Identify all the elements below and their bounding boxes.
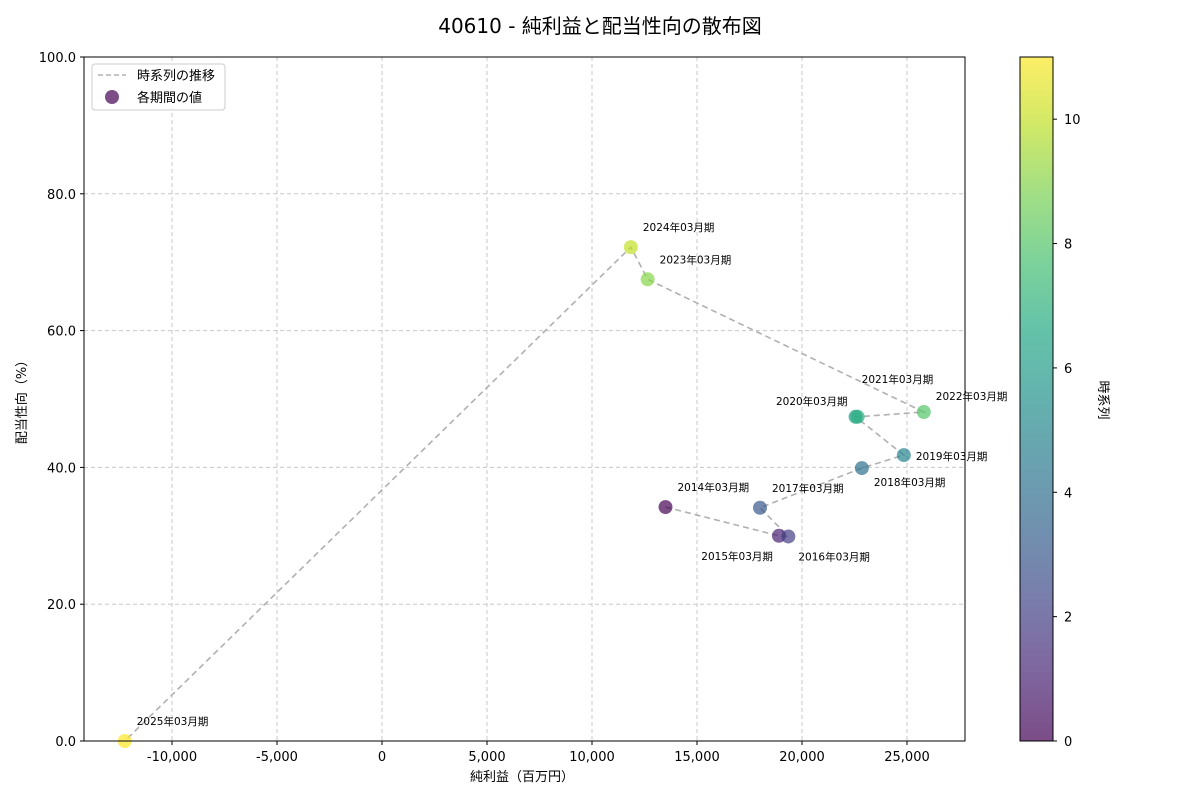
data-point-label: 2025年03月期 bbox=[137, 715, 209, 728]
chart-title: 40610 - 純利益と配当性向の散布図 bbox=[438, 14, 762, 38]
y-tick-label: 80.0 bbox=[47, 188, 76, 203]
x-tick-label: 15,000 bbox=[674, 750, 720, 765]
data-point bbox=[753, 500, 767, 515]
data-point bbox=[850, 409, 865, 424]
y-tick-label: 40.0 bbox=[47, 461, 76, 476]
x-tick-label: -10,000 bbox=[147, 750, 197, 765]
x-axis-label: 純利益（百万円） bbox=[470, 770, 574, 785]
x-tick-label: 0 bbox=[378, 750, 386, 765]
colorbar-label: 時系列 bbox=[1095, 380, 1110, 419]
data-point-label: 2016年03月期 bbox=[798, 550, 870, 563]
colorbar-tick-label: 8 bbox=[1064, 238, 1072, 253]
x-tick-label: 10,000 bbox=[569, 750, 615, 765]
data-point-label: 2023年03月期 bbox=[660, 253, 732, 266]
data-point bbox=[640, 272, 655, 287]
legend-entry-trend: 時系列の推移 bbox=[137, 69, 215, 84]
data-point-label: 2015年03月期 bbox=[701, 550, 773, 563]
data-point-label: 2022年03月期 bbox=[936, 390, 1008, 403]
legend: 時系列の推移 各期間の値 bbox=[91, 63, 226, 111]
data-point-label: 2020年03月期 bbox=[776, 395, 848, 408]
y-tick-label: 100.0 bbox=[39, 51, 76, 66]
x-tick-label: 20,000 bbox=[779, 750, 825, 765]
colorbar bbox=[1019, 56, 1054, 742]
data-point-label: 2021年03月期 bbox=[862, 373, 934, 386]
data-point bbox=[623, 240, 638, 255]
x-tick-label: 5,000 bbox=[468, 750, 505, 765]
data-point-label: 2019年03月期 bbox=[916, 450, 988, 463]
y-tick-label: 60.0 bbox=[47, 325, 76, 340]
y-tick-label: 0.0 bbox=[55, 735, 76, 750]
legend-entry-values: 各期間の値 bbox=[137, 90, 202, 106]
data-point-label: 2014年03月期 bbox=[678, 481, 750, 494]
x-tick-label: 25,000 bbox=[884, 750, 930, 765]
colorbar-tick-label: 2 bbox=[1064, 611, 1072, 626]
data-point bbox=[916, 404, 931, 419]
data-point bbox=[781, 529, 796, 544]
data-point-label: 2018年03月期 bbox=[874, 476, 946, 489]
plot-frame bbox=[83, 56, 966, 742]
y-axis-label: 配当性向（%） bbox=[14, 354, 30, 444]
data-point-label: 2017年03月期 bbox=[772, 482, 844, 495]
data-point-label: 2024年03月期 bbox=[643, 221, 715, 234]
data-point bbox=[896, 448, 911, 463]
data-point bbox=[658, 500, 673, 515]
colorbar-tick-label: 4 bbox=[1064, 486, 1072, 501]
y-tick-label: 20.0 bbox=[47, 598, 76, 613]
legend-marker-swatch bbox=[105, 90, 119, 104]
colorbar-tick-label: 0 bbox=[1064, 735, 1072, 750]
data-point bbox=[854, 461, 869, 476]
colorbar-tick-label: 6 bbox=[1064, 362, 1072, 377]
x-tick-label: -5,000 bbox=[256, 750, 298, 765]
colorbar-tick-label: 10 bbox=[1064, 113, 1081, 128]
